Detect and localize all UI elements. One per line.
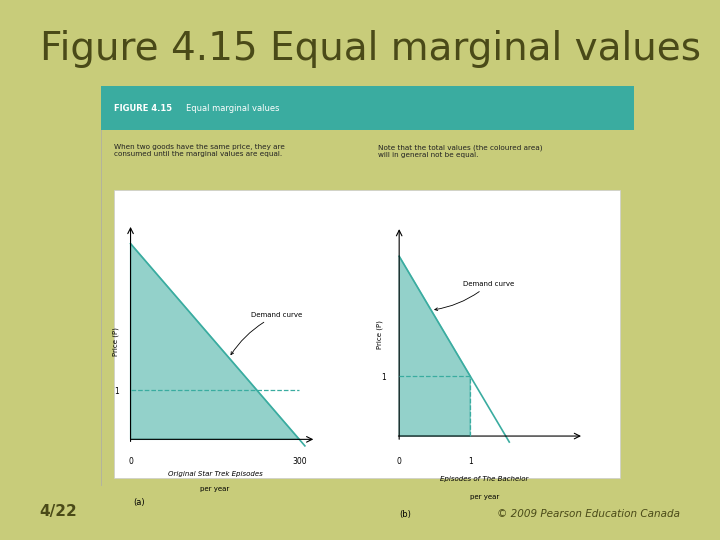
Text: per year: per year (469, 494, 499, 500)
FancyBboxPatch shape (101, 86, 634, 130)
Text: Price (P): Price (P) (112, 327, 119, 356)
Polygon shape (130, 244, 300, 440)
Text: Demand curve: Demand curve (435, 281, 514, 310)
Text: (a): (a) (133, 498, 145, 508)
Text: © 2009 Pearson Education Canada: © 2009 Pearson Education Canada (498, 509, 680, 519)
Text: Note that the total values (the coloured area)
will in general not be equal.: Note that the total values (the coloured… (378, 144, 542, 158)
Text: (b): (b) (399, 510, 411, 519)
Text: Figure 4.15 Equal marginal values: Figure 4.15 Equal marginal values (40, 30, 701, 68)
Text: When two goods have the same price, they are
consumed until the marginal values : When two goods have the same price, they… (114, 144, 285, 157)
Text: Episodes of The Bachelor: Episodes of The Bachelor (440, 476, 528, 482)
Text: Price (P): Price (P) (377, 320, 383, 349)
FancyBboxPatch shape (114, 190, 621, 478)
Text: Equal marginal values: Equal marginal values (186, 104, 279, 113)
Text: per year: per year (200, 485, 230, 492)
Text: Demand curve: Demand curve (231, 312, 302, 355)
Polygon shape (399, 256, 470, 436)
Text: Original Star Trek Episodes: Original Star Trek Episodes (168, 471, 262, 477)
Text: FIGURE 4.15: FIGURE 4.15 (114, 104, 172, 113)
Text: 4/22: 4/22 (40, 504, 77, 519)
